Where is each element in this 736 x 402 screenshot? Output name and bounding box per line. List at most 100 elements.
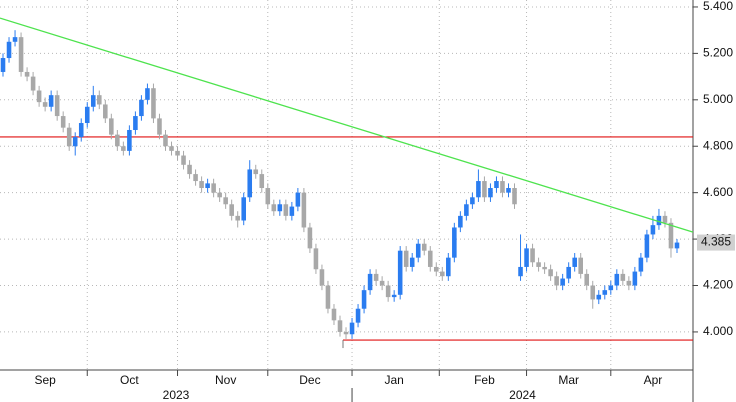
candle-body bbox=[133, 116, 138, 130]
candle-body bbox=[253, 169, 259, 175]
candle-body bbox=[48, 95, 54, 107]
candle-body bbox=[524, 248, 529, 267]
trend-line bbox=[0, 17, 694, 233]
candle-body bbox=[530, 248, 535, 263]
candle-body bbox=[24, 71, 30, 77]
candle-body bbox=[205, 183, 210, 189]
candle-body bbox=[596, 294, 602, 300]
candle-body bbox=[566, 266, 571, 279]
candle-body bbox=[241, 197, 247, 221]
candle-body bbox=[355, 308, 361, 323]
x-tick-label: Oct bbox=[120, 373, 139, 387]
x-tick-label: Jan bbox=[384, 373, 403, 387]
candle-body bbox=[554, 276, 559, 286]
candle-body bbox=[343, 331, 349, 335]
y-tick-label: 4.200 bbox=[703, 278, 733, 292]
candle-body bbox=[301, 192, 307, 228]
candle-body bbox=[536, 262, 541, 267]
candle-body bbox=[500, 181, 505, 193]
candle-body bbox=[512, 188, 517, 205]
candle-body bbox=[464, 204, 469, 216]
candle-body bbox=[54, 95, 60, 117]
candle-body bbox=[229, 204, 234, 216]
candle-body bbox=[6, 41, 12, 59]
last-value-box bbox=[697, 234, 735, 251]
candle-body bbox=[12, 37, 18, 42]
candle-body bbox=[199, 181, 204, 189]
y-tick-label: 5.200 bbox=[703, 46, 733, 60]
candle-body bbox=[632, 271, 638, 286]
candle-body bbox=[259, 174, 265, 189]
candle-body bbox=[127, 129, 132, 151]
candle-body bbox=[0, 58, 6, 72]
candle-body bbox=[578, 257, 583, 274]
candle-body bbox=[313, 248, 319, 270]
candle-body bbox=[494, 181, 499, 189]
candle-body bbox=[187, 164, 192, 175]
candle-body bbox=[446, 257, 451, 277]
x-tick-label: Dec bbox=[299, 373, 320, 387]
candle-body bbox=[271, 204, 277, 212]
candle-body bbox=[488, 188, 493, 198]
y-tick-label: 5.400 bbox=[703, 0, 733, 13]
candle-body bbox=[325, 285, 331, 309]
candle-body bbox=[626, 280, 632, 286]
candle-body bbox=[452, 227, 457, 258]
candle-body bbox=[433, 266, 439, 272]
candle-body bbox=[427, 250, 433, 267]
candle-body bbox=[476, 181, 481, 198]
candle-body bbox=[283, 204, 289, 216]
candle-body bbox=[608, 285, 614, 291]
candle-body bbox=[361, 290, 367, 309]
candle-body bbox=[331, 308, 337, 321]
candle-body bbox=[421, 243, 427, 251]
candle-body bbox=[337, 320, 343, 332]
candle-body bbox=[379, 280, 385, 286]
candle-body bbox=[373, 273, 379, 281]
candle-body bbox=[151, 88, 156, 119]
x-tick-label: Nov bbox=[215, 373, 236, 387]
candle-body bbox=[66, 127, 72, 147]
candle-body bbox=[30, 76, 36, 91]
year-label: 2024 bbox=[509, 388, 536, 402]
candle-body bbox=[620, 273, 626, 281]
candle-body bbox=[614, 273, 620, 286]
candle-body bbox=[307, 227, 313, 249]
candle-body bbox=[584, 273, 590, 286]
candle-body bbox=[674, 242, 680, 249]
x-tick-label: Mar bbox=[558, 373, 579, 387]
candle-body bbox=[217, 192, 222, 198]
candle-body bbox=[542, 266, 547, 270]
candle-body bbox=[656, 215, 662, 226]
x-tick-label: Apr bbox=[644, 373, 663, 387]
candle-body bbox=[42, 102, 48, 107]
y-tick-label: 5.000 bbox=[703, 92, 733, 106]
candle-body bbox=[572, 257, 577, 267]
candle-body bbox=[518, 266, 523, 277]
candle-body bbox=[169, 146, 174, 151]
year-label: 2023 bbox=[163, 388, 190, 402]
candle-body bbox=[289, 206, 295, 216]
candle-body bbox=[650, 225, 656, 235]
candle-body bbox=[121, 146, 126, 151]
candle-body bbox=[295, 192, 301, 207]
candle-body bbox=[548, 269, 553, 277]
candle-body bbox=[644, 234, 650, 258]
candle-body bbox=[247, 169, 253, 198]
candle-body bbox=[385, 285, 391, 298]
candle-body bbox=[482, 181, 487, 198]
candle-body bbox=[319, 269, 325, 286]
last-value-label: 4.385 bbox=[701, 235, 731, 249]
candle-body bbox=[97, 95, 102, 105]
candle-body bbox=[163, 134, 168, 147]
candle-body bbox=[277, 204, 283, 212]
candle-body bbox=[560, 278, 565, 286]
x-tick-label: Feb bbox=[474, 373, 495, 387]
candle-body bbox=[145, 88, 150, 100]
candle-body bbox=[109, 118, 114, 135]
candle-body bbox=[139, 99, 144, 117]
candle-body bbox=[662, 215, 668, 223]
candle-body bbox=[265, 188, 271, 205]
